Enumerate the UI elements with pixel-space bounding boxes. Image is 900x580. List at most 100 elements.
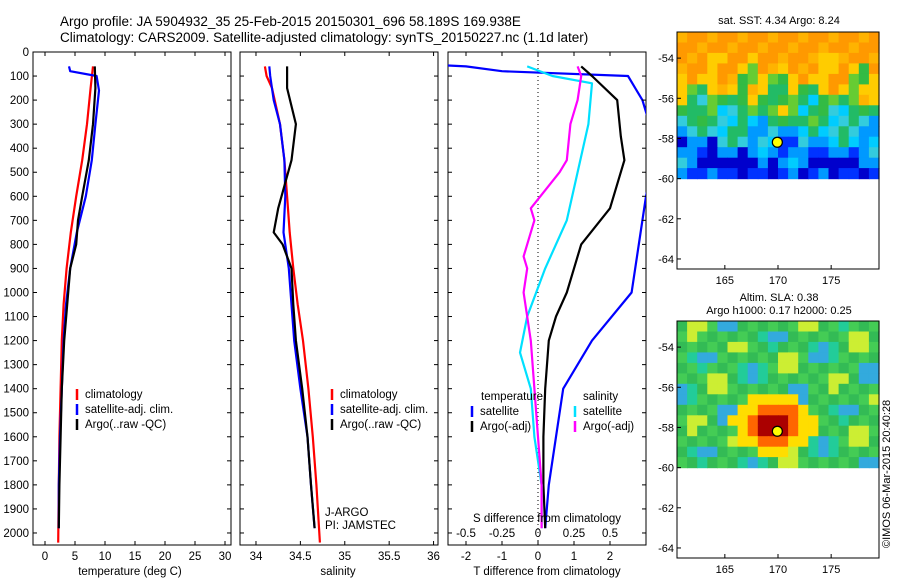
map-cell xyxy=(858,157,870,169)
difference-xtick-label: -1 xyxy=(497,551,507,563)
map-cell xyxy=(677,52,688,64)
salinity-difference-tick-label: 0.5 xyxy=(602,528,618,540)
map-cell xyxy=(717,84,729,96)
sla-map-subtitle: Argo h1000: 0.17 h2000: 0.25 xyxy=(706,305,852,317)
map-cell xyxy=(778,105,789,117)
map-cell xyxy=(848,84,860,96)
map-cell xyxy=(838,352,850,364)
map-cell xyxy=(828,457,840,469)
map-cell xyxy=(737,126,749,138)
map-cell xyxy=(747,394,759,406)
map-cell xyxy=(818,394,830,406)
map-cell xyxy=(778,42,789,54)
map-cell xyxy=(778,126,789,138)
map-cell xyxy=(687,425,698,437)
map-cell xyxy=(858,341,870,353)
map-cell xyxy=(858,362,870,374)
map-cell xyxy=(767,115,779,127)
map-cell xyxy=(687,331,698,343)
map-cell xyxy=(707,168,718,180)
map-cell xyxy=(747,446,759,458)
map-cell xyxy=(757,94,769,106)
temperature-xtick-label: 20 xyxy=(159,551,172,563)
map-cell xyxy=(687,52,698,64)
map-cell xyxy=(838,32,850,44)
map-cell xyxy=(677,404,688,416)
map-cell xyxy=(747,136,759,148)
map-cell xyxy=(778,63,789,75)
map-cell xyxy=(838,84,850,96)
map-ytick-label: -60 xyxy=(658,174,674,186)
map-cell xyxy=(707,84,718,96)
map-cell xyxy=(757,425,769,437)
map-cell xyxy=(818,105,830,117)
map-cell xyxy=(717,383,729,395)
sla-map-image xyxy=(677,321,880,469)
map-cell xyxy=(788,168,799,180)
map-cell xyxy=(778,446,789,458)
map-cell xyxy=(697,32,708,44)
map-xtick-label: 175 xyxy=(822,275,840,287)
map-cell xyxy=(757,147,769,159)
map-cell xyxy=(687,415,698,427)
map-cell xyxy=(838,415,850,427)
map-cell xyxy=(757,457,769,469)
map-cell xyxy=(687,63,698,75)
map-cell xyxy=(838,73,850,85)
map-cell xyxy=(848,147,860,159)
map-cell xyxy=(808,446,819,458)
map-cell xyxy=(737,63,749,75)
depth-tick-label: 1900 xyxy=(3,504,29,516)
map-cell xyxy=(828,321,840,333)
map-cell xyxy=(788,415,799,427)
map-cell xyxy=(798,168,809,180)
map-cell xyxy=(717,52,729,64)
map-cell xyxy=(687,373,698,385)
map-cell xyxy=(818,436,830,448)
map-cell xyxy=(858,168,870,180)
map-cell xyxy=(858,147,870,159)
map-cell xyxy=(677,373,688,385)
map-cell xyxy=(798,394,809,406)
map-cell xyxy=(737,168,749,180)
map-cell xyxy=(788,394,799,406)
salinity-legend-label: satellite-adj. clim. xyxy=(340,404,428,416)
salinity-legend-label: Argo(..raw -QC) xyxy=(340,419,421,431)
map-cell xyxy=(707,157,718,169)
salinity-x-ticks: 34 34.5 35 35.5 36 xyxy=(240,51,440,563)
salinity-xtick-label: 34 xyxy=(250,551,263,563)
map-cell xyxy=(808,373,819,385)
map-cell xyxy=(737,415,749,427)
map-cell xyxy=(818,168,830,180)
map-cell xyxy=(778,394,789,406)
map-cell xyxy=(798,425,809,437)
map-cell xyxy=(707,457,718,469)
salinity-legend-label: climatology xyxy=(340,389,398,401)
depth-tick-label: 300 xyxy=(10,119,29,131)
map-cell xyxy=(778,373,789,385)
map-cell xyxy=(727,168,739,180)
map-cell xyxy=(727,352,739,364)
temperature-xtick-label: 25 xyxy=(189,551,202,563)
salinity-xtick-label: 36 xyxy=(427,551,440,563)
map-cell xyxy=(828,136,840,148)
map-cell xyxy=(757,115,769,127)
map-cell xyxy=(717,321,729,333)
map-cell xyxy=(747,168,759,180)
map-cell xyxy=(838,157,850,169)
map-cell xyxy=(707,126,718,138)
map-cell xyxy=(798,105,809,117)
map-cell xyxy=(737,115,749,127)
map-cell xyxy=(838,362,850,374)
map-cell xyxy=(778,52,789,64)
map-cell xyxy=(757,32,769,44)
map-cell xyxy=(868,404,880,416)
map-cell xyxy=(737,352,749,364)
map-cell xyxy=(707,42,718,54)
map-cell xyxy=(868,331,880,343)
map-cell xyxy=(848,362,860,374)
temperature-series-2-line xyxy=(57,66,97,529)
depth-tick-label: 700 xyxy=(10,215,29,227)
s-difference-label: S difference from climatology xyxy=(473,513,621,525)
map-cell xyxy=(818,331,830,343)
